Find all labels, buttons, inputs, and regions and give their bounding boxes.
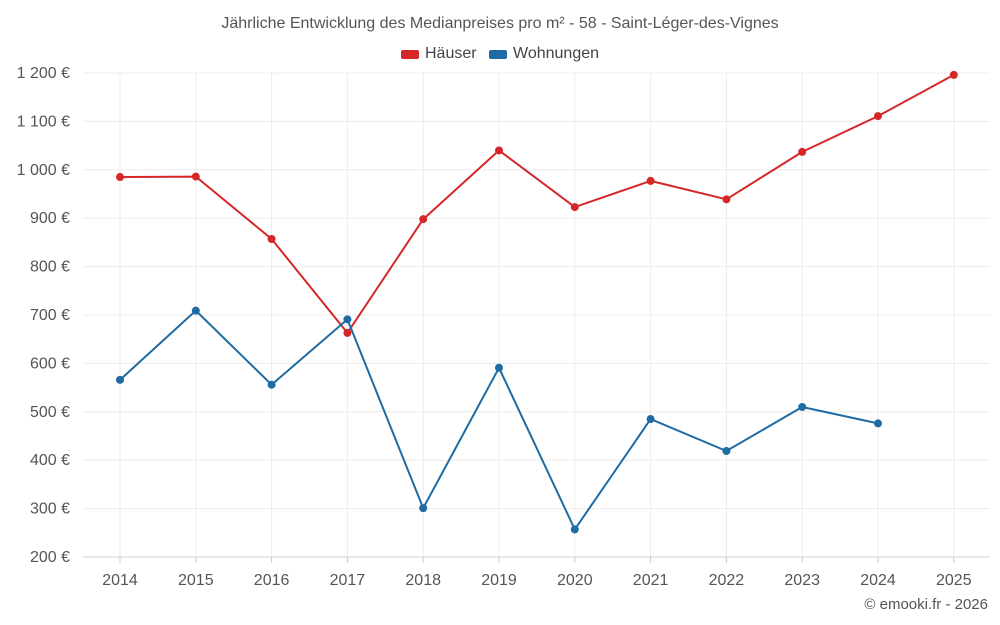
legend-label-haeuser: Häuser — [424, 45, 477, 62]
data-point-wohnungen — [116, 375, 124, 384]
data-point-haeuser — [646, 176, 655, 185]
credit-text: © emooki.fr - 2026 — [864, 596, 988, 613]
data-point-wohnungen — [495, 363, 503, 372]
data-point-wohnungen — [570, 525, 579, 534]
data-point-haeuser — [722, 195, 731, 204]
data-point-haeuser — [267, 235, 276, 244]
data-point-wohnungen — [419, 504, 428, 513]
data-point-haeuser — [343, 328, 352, 337]
y-tick-label: 1 100 € — [17, 113, 70, 130]
x-tick-label: 2015 — [178, 572, 214, 589]
data-point-haeuser — [495, 146, 503, 155]
legend-swatch-wohnungen — [489, 49, 508, 59]
x-tick-label: 2019 — [481, 572, 517, 589]
x-tick-label: 2014 — [102, 572, 138, 589]
legend: Häuser Wohnungen — [0, 45, 1000, 64]
y-tick-label: 400 € — [30, 452, 70, 469]
chart-title: Jährliche Entwicklung des Medianpreises … — [221, 15, 779, 32]
y-tick-label: 700 € — [30, 307, 70, 324]
y-tick-label: 1 000 € — [17, 162, 70, 179]
legend-item-wohnungen[interactable]: Wohnungen — [489, 45, 599, 63]
data-point-haeuser — [874, 112, 882, 121]
data-point-haeuser — [419, 215, 428, 224]
data-point-haeuser — [191, 172, 200, 181]
data-point-haeuser — [116, 173, 124, 182]
x-tick-label: 2018 — [405, 572, 441, 589]
data-point-wohnungen — [343, 315, 352, 324]
y-tick-label: 900 € — [30, 210, 70, 227]
y-tick-label: 500 € — [30, 404, 70, 421]
y-tick-label: 1 200 € — [17, 65, 70, 82]
data-point-haeuser — [798, 147, 807, 156]
x-tick-label: 2020 — [557, 572, 593, 589]
data-point-wohnungen — [874, 419, 882, 428]
data-point-haeuser — [570, 203, 579, 212]
y-tick-label: 300 € — [30, 501, 70, 518]
data-point-wohnungen — [722, 447, 731, 456]
legend-item-haeuser[interactable]: Häuser — [400, 45, 477, 63]
data-point-haeuser — [949, 70, 958, 79]
x-tick-label: 2016 — [254, 572, 290, 589]
x-tick-label: 2025 — [936, 572, 972, 589]
x-tick-label: 2022 — [709, 572, 745, 589]
data-point-wohnungen — [191, 306, 200, 315]
series-line-haeuser — [119, 74, 955, 334]
x-tick-label: 2017 — [330, 572, 366, 589]
y-tick-label: 600 € — [30, 355, 70, 372]
legend-swatch-haeuser — [400, 49, 419, 59]
data-point-wohnungen — [798, 402, 807, 411]
data-point-wohnungen — [267, 380, 276, 389]
x-tick-label: 2024 — [860, 572, 896, 589]
x-tick-label: 2021 — [633, 572, 669, 589]
legend-label-wohnungen: Wohnungen — [513, 45, 600, 62]
y-tick-label: 800 € — [30, 259, 70, 276]
y-tick-label: 200 € — [30, 549, 70, 566]
x-tick-label: 2023 — [784, 572, 820, 589]
data-point-wohnungen — [646, 415, 655, 424]
